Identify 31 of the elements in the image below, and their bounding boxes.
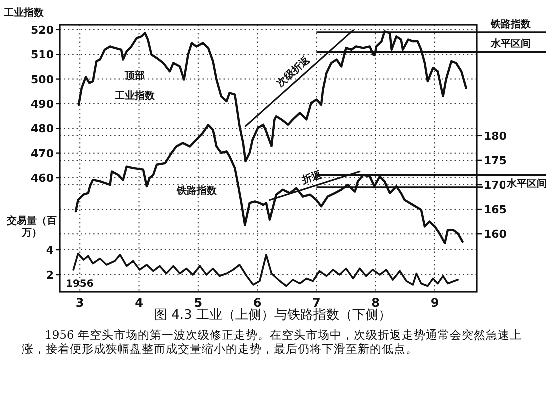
y3-axis-title: 交易量（百万） (6, 216, 58, 240)
text: 图 4.3 工业（上侧）与铁路指数（下侧） (154, 308, 392, 323)
ref-line-label: 水平区间 (490, 38, 531, 50)
x-tick-label: 9 (430, 296, 440, 310)
y2-tick-label: 175 (484, 154, 507, 168)
y2-tick-label: 160 (484, 228, 508, 242)
annotation: 铁路指数 (176, 185, 218, 197)
y2-tick-label: 165 (484, 204, 507, 217)
y-tick-label: 520 (31, 24, 54, 37)
y3-tick-label: 4 (46, 244, 54, 257)
x-tick-label: 5 (194, 296, 203, 310)
y-tick-label: 480 (31, 122, 54, 136)
annotation: 1956 (66, 279, 94, 290)
y-tick-label: 470 (31, 147, 54, 160)
y2-tick-label: 180 (484, 130, 508, 143)
y3-tick-label: 2 (46, 269, 54, 282)
x-tick-label: 6 (253, 296, 262, 310)
text: 1956 年空头市场的第一波次级修正走势。在空头市场中，次级折返走势通常会突然急速上涨，接着便形成狭幅盘整而成交量缩小的走势，最后仍将下滑至新的低点。 (22, 328, 523, 356)
ref-line-label: 铁路指数 (490, 18, 532, 30)
text: 次级折返 (274, 53, 314, 90)
x-tick-label: 4 (135, 296, 144, 310)
y-tick-label: 510 (31, 48, 54, 62)
annotation: 顶部 (124, 70, 145, 82)
x-tick-label: 8 (372, 296, 380, 310)
annotation: 工业指数 (114, 90, 156, 102)
y-axis-title: 工业指数 (3, 7, 45, 19)
y-tick-label: 500 (31, 73, 54, 86)
y-tick-label: 460 (31, 172, 54, 185)
x-tick-label: 3 (76, 296, 84, 310)
ref-line-label: 水平区间 (506, 178, 546, 190)
y-tick-label: 490 (31, 98, 54, 111)
